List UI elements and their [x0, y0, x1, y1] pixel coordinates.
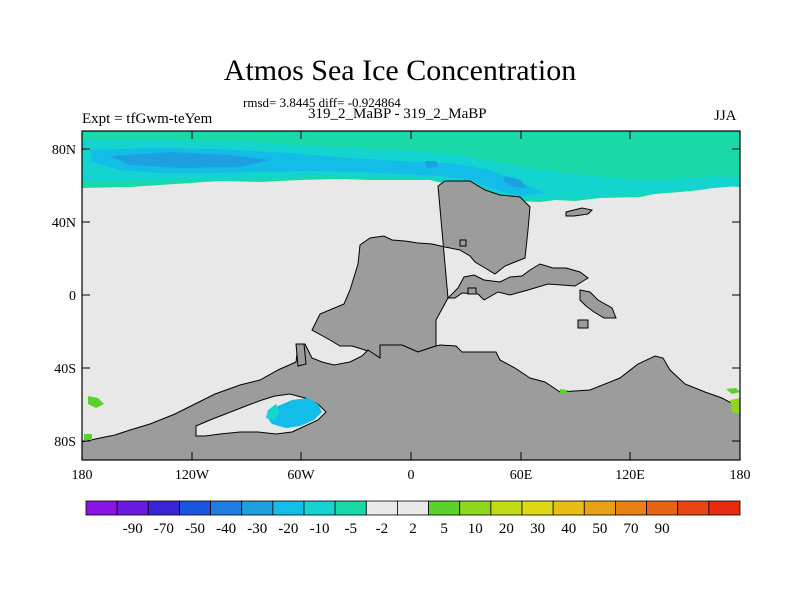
- colorbar: [85, 500, 741, 516]
- colorbar-label: 90: [655, 521, 670, 537]
- lon-tick-label: 60E: [510, 468, 533, 483]
- colorbar-box: [677, 500, 710, 516]
- axis-ticks: [82, 131, 740, 460]
- colorbar-label: 50: [592, 521, 607, 537]
- season-label: JJA: [714, 108, 737, 124]
- anomaly-patch-west-2: [84, 434, 92, 440]
- anomaly-patch-east-2: [730, 398, 740, 414]
- colorbar-box: [459, 500, 492, 516]
- colorbar-box: [583, 500, 616, 516]
- colorbar-label: -10: [310, 521, 330, 537]
- lon-tick-label: 60W: [287, 468, 315, 483]
- colorbar-label: 40: [561, 521, 576, 537]
- antarctic-ice-anomaly: [266, 398, 322, 428]
- anomaly-patch-east-3: [560, 389, 568, 394]
- colorbar-box: [428, 500, 461, 516]
- colorbar-box: [615, 500, 647, 516]
- antarctic-ice-anomaly-edge: [266, 404, 280, 420]
- runs-label: 319_2_MaBP - 319_2_MaBP: [308, 106, 487, 122]
- lon-tick-label: 0: [408, 468, 415, 483]
- colorbar-label: 70: [624, 521, 639, 537]
- lon-tick-label: 120E: [615, 468, 645, 483]
- colorbar-label: -5: [344, 521, 357, 537]
- colorbar-box: [552, 500, 585, 516]
- colorbar-label: -90: [123, 521, 143, 537]
- colorbar-box: [646, 500, 679, 516]
- island-small-2: [459, 239, 467, 247]
- colorbar-box: [116, 500, 149, 516]
- colorbar-box: [490, 500, 523, 516]
- island-group-east: [579, 289, 617, 319]
- island-small-3: [467, 287, 477, 295]
- lat-tick-label: 40N: [52, 216, 76, 231]
- colorbar-label: -40: [216, 521, 236, 537]
- colorbar-label: -2: [376, 521, 389, 537]
- colorbar-label: 2: [409, 521, 417, 537]
- americas-landmass: [311, 180, 589, 359]
- lat-tick-label: 80N: [52, 143, 76, 158]
- arctic-ice-anomaly-core2: [503, 176, 528, 188]
- lon-tick-label: 180: [72, 468, 93, 483]
- colorbar-box: [334, 500, 367, 516]
- colorbar-box: [147, 500, 180, 516]
- colorbar-label: 30: [530, 521, 545, 537]
- arctic-ice-anomaly-spot: [425, 161, 438, 168]
- anomaly-patch-east-1: [726, 388, 740, 394]
- colorbar-box: [85, 500, 118, 516]
- lon-tick-label: 120W: [175, 468, 210, 483]
- colorbar-label: -30: [247, 521, 267, 537]
- peninsula-finger: [295, 343, 307, 367]
- lat-tick-label: 40S: [54, 362, 76, 377]
- colorbar-label: -20: [278, 521, 298, 537]
- lat-tick-label: 80S: [54, 435, 76, 450]
- colorbar-box: [708, 500, 741, 516]
- colorbar-box: [241, 500, 274, 516]
- anomaly-patch-west-1: [88, 396, 104, 408]
- stats-line: rmsd= 3.8445 diff= -0.924864: [243, 95, 401, 110]
- lat-tick-label: 0: [69, 289, 76, 304]
- colorbar-box: [365, 500, 398, 516]
- colorbar-label: -70: [154, 521, 174, 537]
- experiment-label: Expt = tfGwm-teYem: [82, 111, 213, 127]
- island-greenland: [565, 207, 594, 217]
- colorbar-box: [397, 500, 429, 516]
- colorbar-label: -50: [185, 521, 205, 537]
- colorbar-box: [303, 500, 336, 516]
- colorbar-label: 5: [440, 521, 448, 537]
- colorbar-box: [210, 500, 243, 516]
- colorbar-label: 10: [468, 521, 483, 537]
- island-small-1: [577, 319, 589, 329]
- lon-tick-label: 180: [730, 468, 751, 483]
- colorbar-box: [521, 500, 554, 516]
- colorbar-label: 20: [499, 521, 514, 537]
- colorbar-box: [272, 500, 305, 516]
- arctic-ice-anomaly-core: [110, 152, 270, 168]
- colorbar-labels: -90 -70 -50 -40 -30 -20 -10 -5 -2 2 5 10 20 30 40 50 70 9…: [123, 521, 670, 537]
- plot-title: Atmos Sea Ice Concentration: [223, 54, 577, 87]
- colorbar-box: [179, 500, 211, 516]
